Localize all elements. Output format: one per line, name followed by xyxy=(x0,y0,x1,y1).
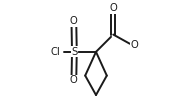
Text: S: S xyxy=(71,47,78,57)
Text: O: O xyxy=(70,16,78,26)
Text: O: O xyxy=(70,75,78,85)
Text: O: O xyxy=(131,40,138,50)
Text: O: O xyxy=(109,3,117,13)
Text: Cl: Cl xyxy=(51,47,60,57)
